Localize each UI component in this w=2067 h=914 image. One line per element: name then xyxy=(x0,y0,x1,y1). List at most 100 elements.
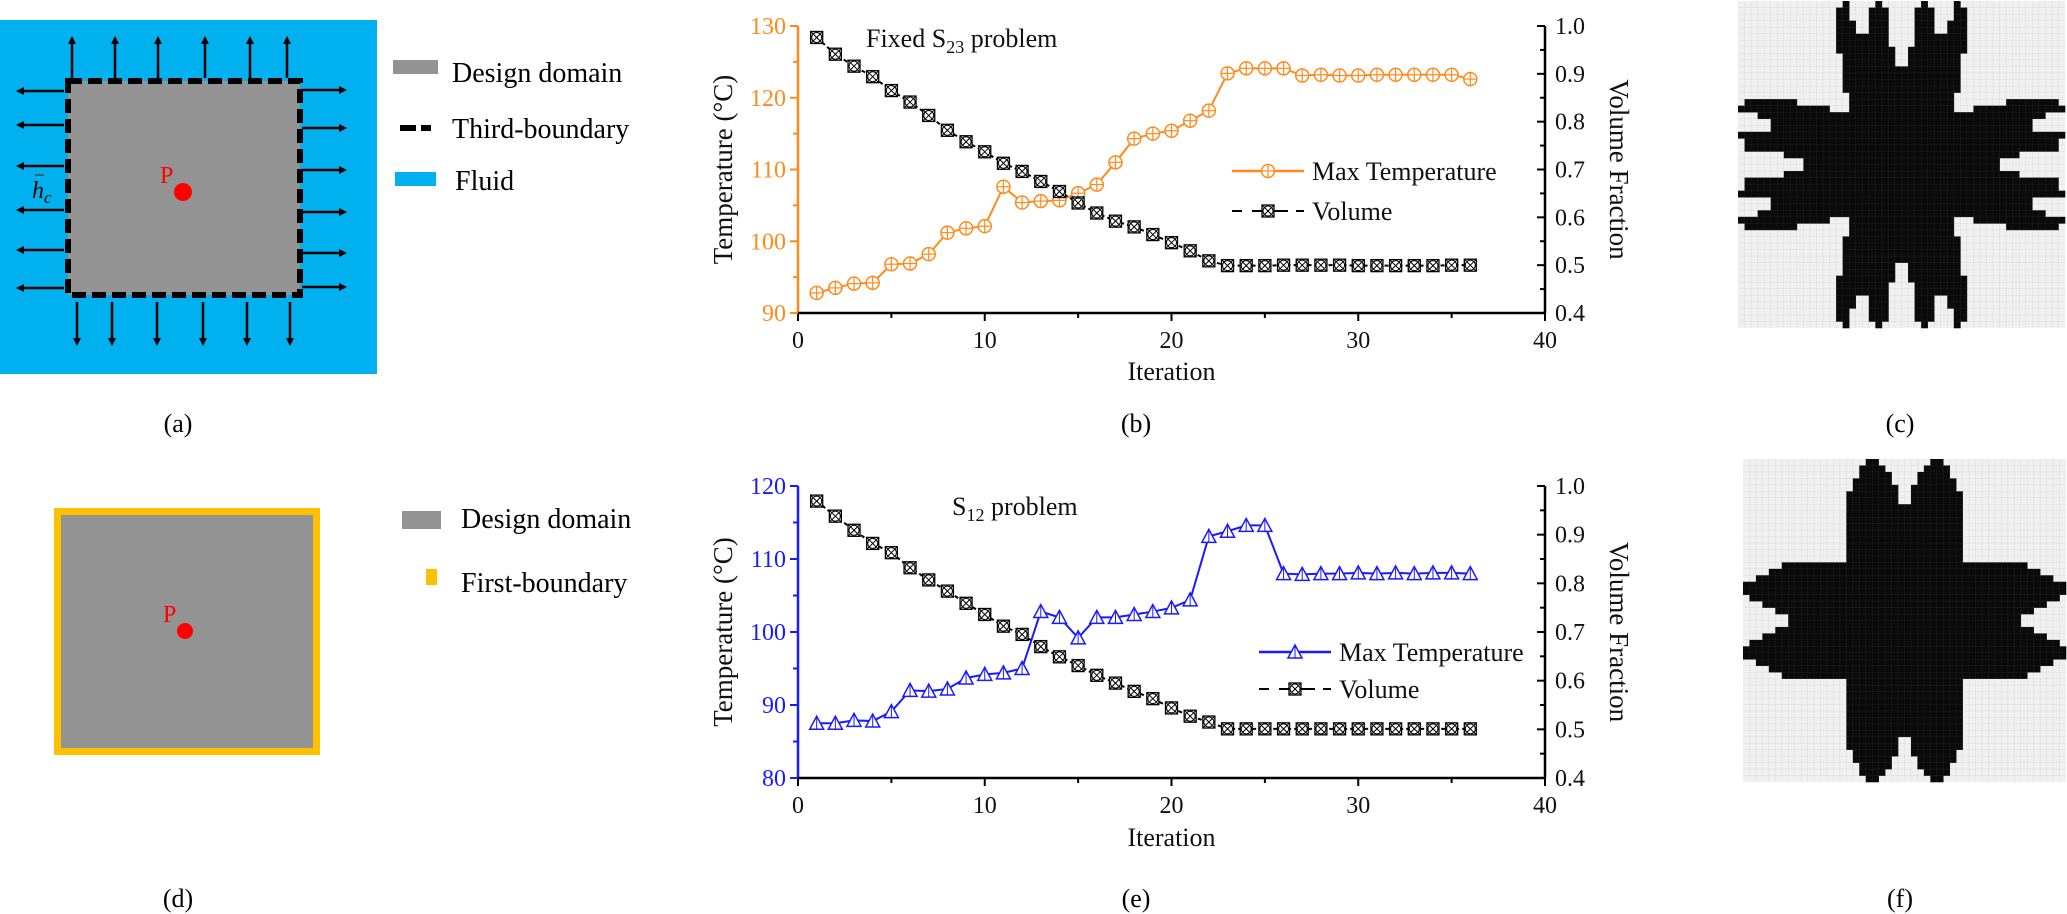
marker-box-circle xyxy=(1259,260,1271,272)
marker-box-circle xyxy=(1390,260,1402,272)
series-volume xyxy=(810,494,1477,736)
heat-flux-arrows xyxy=(16,36,347,346)
y-tick-label: 120 xyxy=(750,474,786,500)
data-point xyxy=(1256,516,1274,533)
marker-box-circle xyxy=(1109,677,1121,689)
topology-solid-run xyxy=(1859,762,1892,770)
topology-solid-run xyxy=(1947,27,1968,34)
topology-solid-run xyxy=(1738,131,2066,139)
data-point xyxy=(1181,591,1199,607)
data-point xyxy=(1239,722,1253,736)
topology-solid-run xyxy=(1846,510,1963,518)
topology-solid-run xyxy=(1947,301,1968,309)
x-tick-label: 30 xyxy=(1346,793,1370,819)
marker-box-circle xyxy=(867,537,879,549)
marker-box-circle xyxy=(1091,669,1103,681)
marker-box-x2 xyxy=(1295,258,1309,272)
data-point xyxy=(1275,565,1292,581)
topology-solid-run xyxy=(1914,295,1935,303)
marker-box-x2 xyxy=(1053,185,1066,198)
y2-tick-label: 0.5 xyxy=(1555,253,1585,279)
topology-solid-run xyxy=(1953,314,1968,322)
marker-box-circle xyxy=(923,574,935,586)
marker-box-x2 xyxy=(1426,722,1440,736)
topology-solid-run xyxy=(1953,1,1961,8)
topology-solid-run xyxy=(1783,171,2020,178)
marker-box-x2 xyxy=(978,145,992,159)
marker-box-circle xyxy=(848,524,860,536)
marker-box-circle xyxy=(1390,723,1402,735)
marker-box-circle xyxy=(1427,260,1439,272)
data-point xyxy=(1313,67,1329,83)
topology-solid-run xyxy=(1846,678,1963,686)
marker-box-x2 xyxy=(903,95,917,109)
data-point xyxy=(1293,565,1311,582)
marker-box-x2 xyxy=(885,84,898,97)
topology-solid-run xyxy=(1781,672,2028,679)
x-tick-label: 30 xyxy=(1346,328,1370,354)
data-point xyxy=(828,509,842,523)
topology-solid-run xyxy=(1868,295,1889,303)
data-point xyxy=(1351,68,1366,83)
data-point xyxy=(1314,258,1328,272)
topology-solid-run xyxy=(1846,536,1963,544)
topology-solid-run xyxy=(1743,581,2067,589)
marker-box-circle xyxy=(1035,641,1047,653)
topology-solid-run xyxy=(1846,549,1963,557)
marker-box-x2 xyxy=(1389,259,1402,272)
data-point xyxy=(1220,722,1235,736)
point-p-marker xyxy=(174,183,192,201)
marker-box-circle xyxy=(1278,259,1290,271)
marker-box-circle xyxy=(941,585,953,597)
topology-solid-run xyxy=(2006,223,2059,231)
topology-solid-run xyxy=(1775,626,2034,634)
topology-solid-run xyxy=(1842,321,1850,329)
legend-label: Volume xyxy=(1339,675,1419,704)
marker-box-circle xyxy=(1128,221,1140,233)
data-point xyxy=(1369,67,1385,83)
marker-box-x2 xyxy=(1258,722,1272,736)
topology-solid-run xyxy=(1852,756,1892,763)
data-point xyxy=(1014,195,1030,210)
topology-solid-run xyxy=(1842,256,1961,263)
topology-solid-run xyxy=(1836,46,1896,54)
data-point xyxy=(996,619,1011,633)
topology-solid-run xyxy=(1910,749,1957,757)
topology-solid-run xyxy=(1914,40,1968,48)
topology-solid-run xyxy=(1849,229,1955,237)
topology-solid-run xyxy=(1762,601,2047,608)
topology-solid-run xyxy=(1953,308,1968,316)
topology-solid-run xyxy=(1849,223,1955,231)
topology-solid-run xyxy=(1744,184,2059,191)
marker-box-x2 xyxy=(903,561,917,575)
y2-tick-label: 0.8 xyxy=(1555,110,1585,136)
topology-solid-run xyxy=(1868,27,1889,34)
y2-tick-label: 0.7 xyxy=(1555,158,1585,184)
data-point xyxy=(1368,565,1386,581)
topology-solid-run xyxy=(1923,769,1951,776)
marker-box-circle xyxy=(829,510,841,522)
data-point xyxy=(1163,599,1180,615)
chart-title-subscript: 23 xyxy=(946,37,964,57)
data-point xyxy=(1108,214,1123,228)
topology-solid-run xyxy=(1914,7,1935,15)
data-point xyxy=(1145,126,1161,141)
data-point xyxy=(1258,258,1272,273)
topology-solid-run xyxy=(1908,53,1961,61)
topology-solid-run xyxy=(1908,275,1968,283)
marker-box-x2 xyxy=(941,123,954,137)
data-point xyxy=(1276,61,1291,76)
chart-title-suffix: problem xyxy=(964,24,1057,53)
marker-box-circle xyxy=(1072,197,1084,209)
topology-solid-run xyxy=(1775,607,2034,615)
marker-box-x2 xyxy=(922,109,936,122)
topology-solid-run xyxy=(1921,1,1928,8)
marker-box-circle xyxy=(960,136,972,148)
y2-tick-label: 0.8 xyxy=(1555,571,1585,597)
marker-box-x2 xyxy=(997,156,1010,170)
marker-box-circle xyxy=(1408,260,1420,272)
topology-solid-run xyxy=(1836,308,1850,316)
marker-box-circle xyxy=(1184,245,1196,257)
data-point xyxy=(1090,206,1104,220)
marker-box-x2 xyxy=(1370,259,1384,272)
